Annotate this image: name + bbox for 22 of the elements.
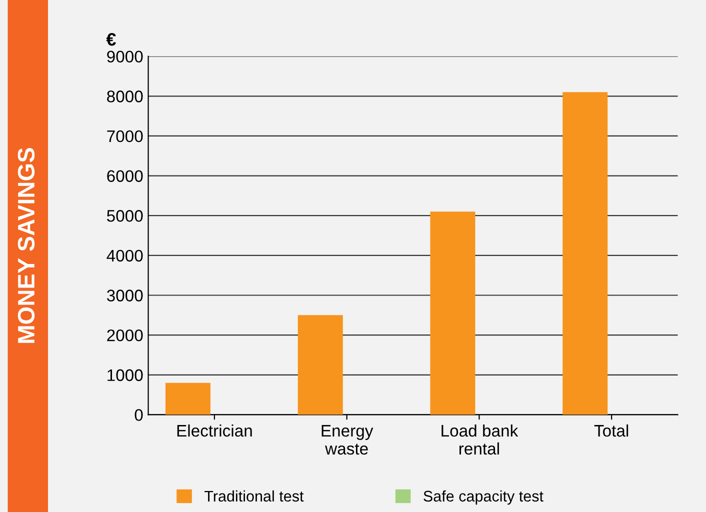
y-tick-label: 4000 xyxy=(106,250,143,262)
bar xyxy=(562,92,608,415)
y-tick-label: 6000 xyxy=(107,170,143,182)
x-tick-label: Electrician xyxy=(177,424,252,437)
y-tick-label: 9000 xyxy=(107,50,143,63)
x-tick-label: Total xyxy=(594,424,628,437)
legend-label: Traditional test xyxy=(204,490,304,502)
y-tick-label: 7000 xyxy=(107,130,143,142)
x-tick-label: Energy waste xyxy=(322,425,374,455)
y-tick-label: 8000 xyxy=(107,90,143,102)
legend-label: Safe capacity test xyxy=(424,490,544,505)
y-tick-label: 1000 xyxy=(108,369,143,382)
bar xyxy=(298,315,343,415)
bar xyxy=(165,382,210,415)
y-tick-label: 0 xyxy=(134,409,143,421)
y-tick-label: 3000 xyxy=(106,290,143,302)
y-axis-title: MONEY SAVINGS xyxy=(18,148,35,343)
y-tick-label: 2000 xyxy=(107,329,143,342)
text: € xyxy=(106,32,116,46)
bar xyxy=(430,212,476,415)
y-tick-label: 5000 xyxy=(106,210,143,222)
x-tick-label: Load bank rental xyxy=(442,424,518,455)
